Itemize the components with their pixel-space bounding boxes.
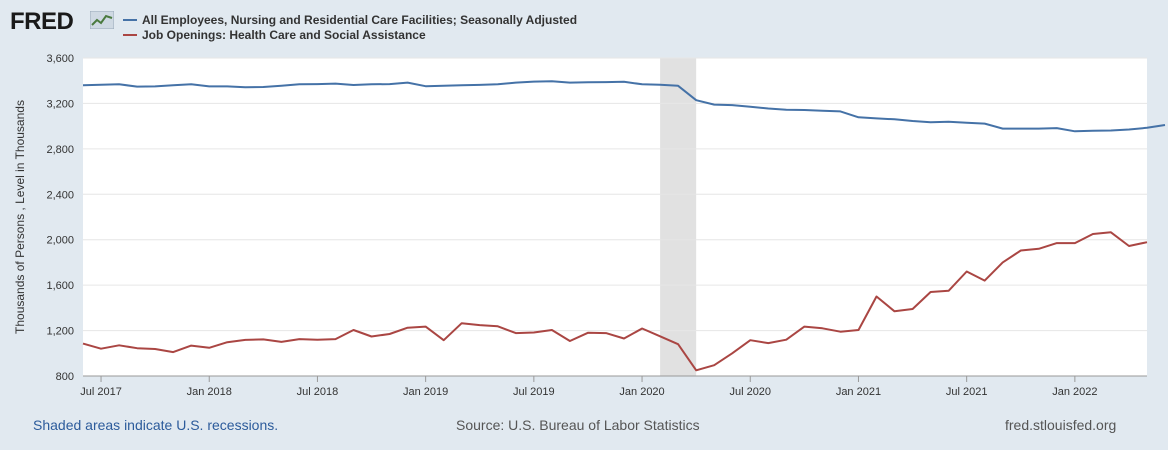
x-tick-label: Jul 2020 <box>729 386 771 398</box>
header: FRED All Employees, Nursing and Resident… <box>0 0 1168 50</box>
legend-item-employees[interactable]: All Employees, Nursing and Residential C… <box>123 12 577 27</box>
x-tick-label: Jan 2021 <box>836 386 881 398</box>
legend-swatch-job-openings <box>123 33 137 36</box>
y-tick-label: 2,800 <box>46 144 74 156</box>
x-tick-label: Jan 2018 <box>187 386 232 398</box>
series-line-employees <box>82 80 1166 133</box>
y-tick-label: 3,200 <box>46 98 74 110</box>
y-tick-label: 2,400 <box>46 189 74 201</box>
plot-background <box>83 58 1147 376</box>
legend-swatch-employees <box>123 18 137 21</box>
recession-band <box>660 58 697 376</box>
chart-area: 800 1,200 1,600 2,000 2,400 2,800 3,200 3,600 Ju… <box>0 45 1168 405</box>
y-tick-label: 3,600 <box>46 53 74 65</box>
x-tick-label: Jul 2018 <box>297 386 339 398</box>
x-tick-label: Jan 2022 <box>1052 386 1097 398</box>
x-tick-label: Jul 2021 <box>946 386 988 398</box>
source-note: Source: U.S. Bureau of Labor Statistics <box>456 417 700 433</box>
legend-label-job-openings: Job Openings: Health Care and Social Ass… <box>142 27 426 42</box>
x-tick-label: Jul 2019 <box>513 386 555 398</box>
line-chart[interactable]: 800 1,200 1,600 2,000 2,400 2,800 3,200 3,600 Ju… <box>0 45 1168 400</box>
y-tick-label: 1,600 <box>46 280 74 292</box>
series-line-job-openings <box>82 231 1148 372</box>
fred-chart-icon <box>90 11 114 29</box>
legend-item-job-openings[interactable]: Job Openings: Health Care and Social Ass… <box>123 27 577 42</box>
y-tick-label: 1,200 <box>46 326 74 338</box>
recession-note: Shaded areas indicate U.S. recessions. <box>33 417 279 433</box>
legend-label-employees: All Employees, Nursing and Residential C… <box>142 12 578 27</box>
y-tick-label: 800 <box>56 371 74 383</box>
x-tick-label: Jan 2019 <box>403 386 448 398</box>
fred-logo[interactable]: FRED <box>10 8 74 35</box>
y-tick-label: 2,000 <box>46 235 74 247</box>
x-tick-label: Jan 2020 <box>619 386 664 398</box>
site-link[interactable]: fred.stlouisfed.org <box>1005 417 1117 433</box>
legend: All Employees, Nursing and Residential C… <box>123 12 577 42</box>
y-axis-label: Thousands of Persons , Level in Thousand… <box>13 100 27 334</box>
x-tick-label: Jul 2017 <box>80 386 122 398</box>
